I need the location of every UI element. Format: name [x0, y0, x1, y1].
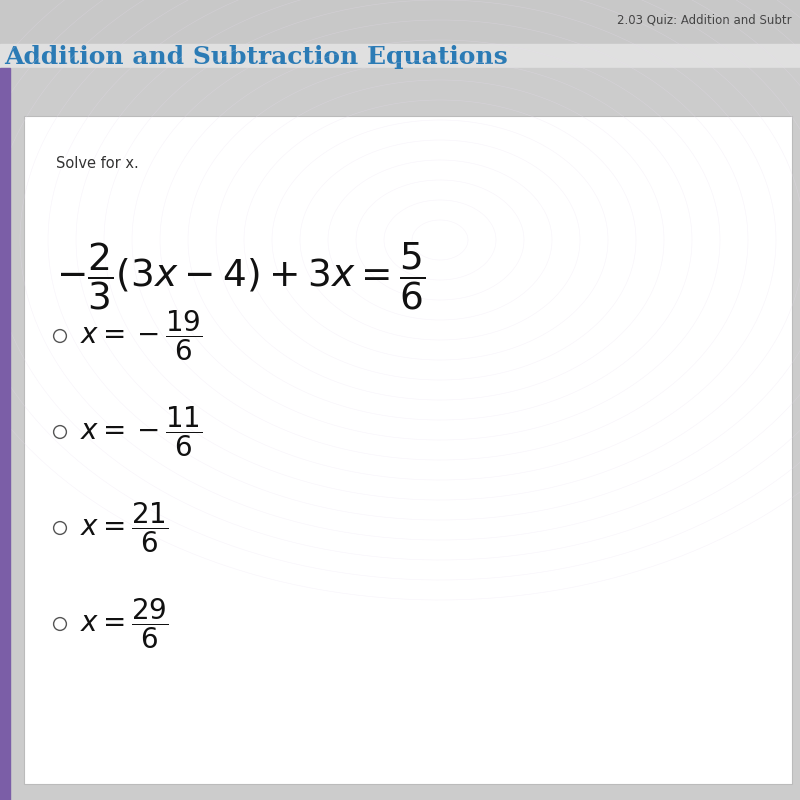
Text: $x = \dfrac{21}{6}$: $x = \dfrac{21}{6}$ — [80, 501, 169, 555]
Bar — [24, 116, 792, 784]
Text: $x = \dfrac{29}{6}$: $x = \dfrac{29}{6}$ — [80, 597, 168, 651]
Bar — [0, 44, 800, 68]
Text: 2.03 Quiz: Addition and Subtr: 2.03 Quiz: Addition and Subtr — [618, 14, 792, 26]
Text: $x = -\dfrac{11}{6}$: $x = -\dfrac{11}{6}$ — [80, 405, 202, 459]
Bar — [0, 68, 10, 800]
Text: Solve for x.: Solve for x. — [56, 156, 138, 171]
Text: $-\dfrac{2}{3}(3x - 4) + 3x = \dfrac{5}{6}$: $-\dfrac{2}{3}(3x - 4) + 3x = \dfrac{5}{… — [56, 240, 425, 312]
Text: Addition and Subtraction Equations: Addition and Subtraction Equations — [4, 45, 508, 70]
Text: $x = -\dfrac{19}{6}$: $x = -\dfrac{19}{6}$ — [80, 309, 202, 363]
Bar — [0, 0, 800, 44]
